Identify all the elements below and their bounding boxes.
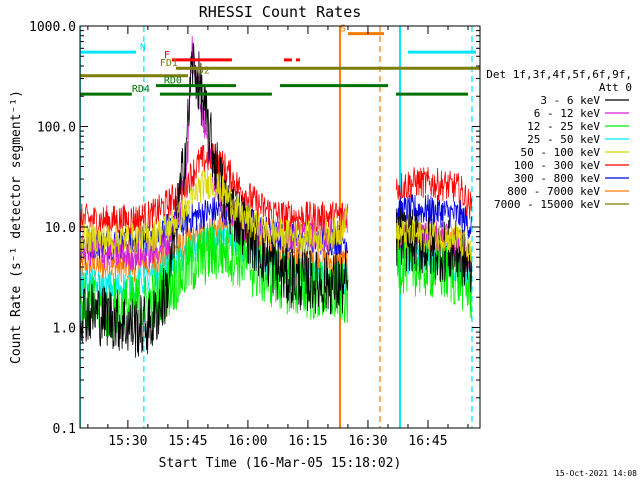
x-axis: 15:30 15:45 16:00 16:15 16:30 16:45 [87, 26, 469, 449]
y-tick-label: 0.1 [53, 422, 76, 437]
x-tick-label: 15:45 [168, 434, 207, 449]
series-line-1 [80, 42, 473, 358]
legend-header-line-1: Det 1f,3f,4f,5f,6f,9f, [486, 68, 632, 81]
series-line-5 [80, 170, 473, 262]
legend-label-9: 7000 - 15000 keV [494, 198, 600, 211]
legend-label-6: 100 - 300 keV [514, 159, 600, 172]
footer-date: 15-Oct-2021 14:08 [555, 469, 637, 478]
state-label-f: F [164, 50, 170, 61]
x-axis-label: Start Time (16-Mar-05 15:18:02) [159, 456, 402, 471]
state-label-s: S [340, 24, 346, 35]
state-label-fd2: FD2 [192, 66, 210, 77]
x-tick-label: 16:15 [288, 434, 327, 449]
series-line-6 [80, 142, 473, 238]
legend-label-3: 12 - 25 keV [527, 120, 600, 133]
x-tick-label: 15:30 [108, 434, 147, 449]
x-tick-label: 16:30 [348, 434, 387, 449]
state-label-rd0: RD0 [164, 76, 182, 87]
plot-area [80, 26, 480, 428]
y-tick-label: 10.0 [45, 221, 76, 236]
y-tick-label: 1000.0 [29, 20, 76, 35]
y-tick-label: 1.0 [53, 322, 76, 337]
state-label-fd1: FD1 [160, 58, 178, 69]
x-tick-label: 16:45 [408, 434, 447, 449]
legend-label-8: 800 - 7000 keV [507, 185, 600, 198]
legend-header-line-2: Att 0 [599, 81, 632, 94]
state-label-n: N [140, 42, 146, 53]
legend-label-4: 25 - 50 keV [527, 133, 600, 146]
y-axis-label: Count Rate (s⁻¹ detector segment⁻¹) [9, 90, 24, 364]
state-label-rd4: RD4 [132, 84, 150, 95]
plot-layers: N F S FD1 FD2 RD0 RD4 [80, 24, 480, 428]
legend-label-5: 50 - 100 keV [521, 146, 601, 159]
legend-label-2: 6 - 12 keV [534, 107, 601, 120]
y-tick-label: 100.0 [37, 121, 76, 136]
legend-label-7: 300 - 800 keV [514, 172, 600, 185]
x-tick-label: 16:00 [228, 434, 267, 449]
legend-label-1: 3 - 6 keV [540, 94, 600, 107]
chart-title: RHESSI Count Rates [199, 3, 362, 21]
y-axis: 0.1 1.0 10.0 100.0 1000.0 [29, 20, 480, 437]
